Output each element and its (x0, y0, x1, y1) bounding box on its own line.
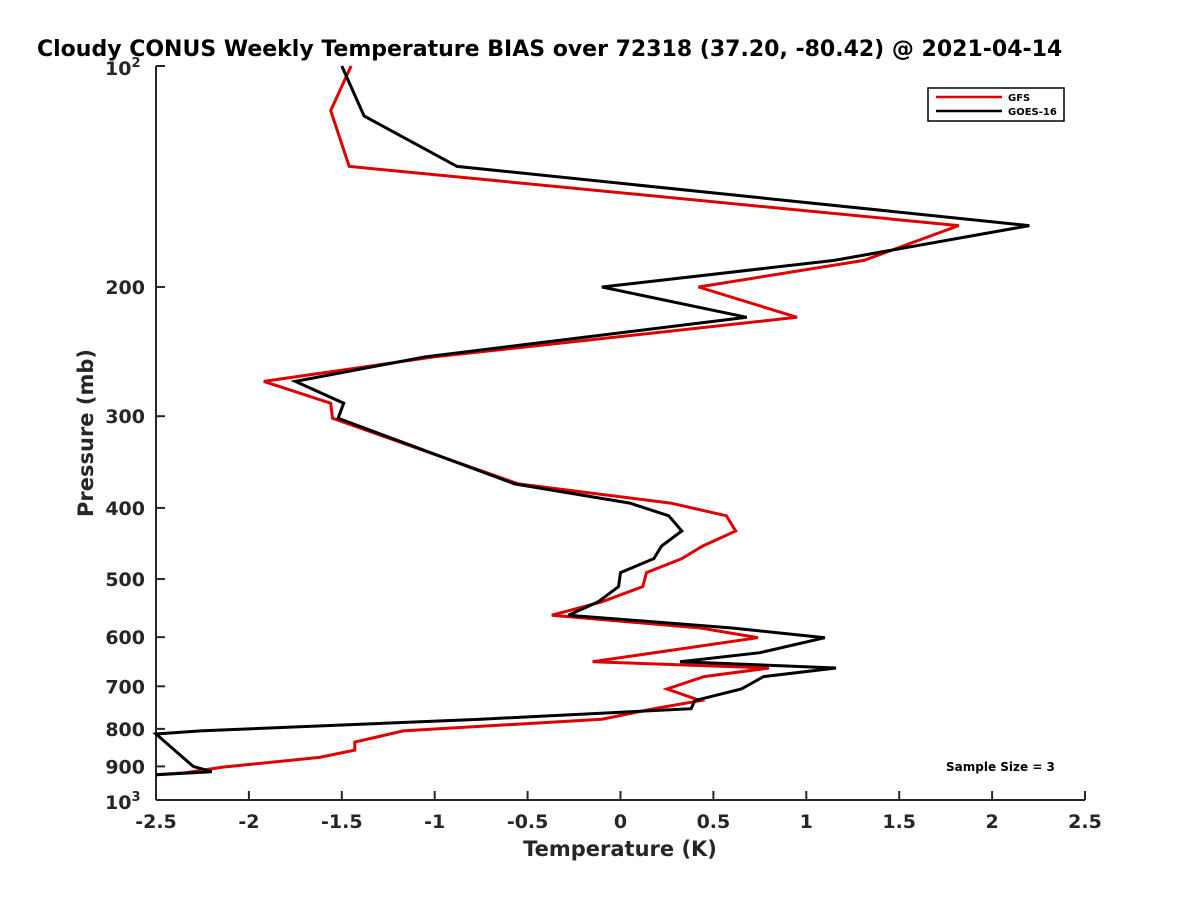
y-axis-label: Pressure (mb) (74, 349, 98, 517)
x-tick-label: -1.5 (321, 811, 363, 833)
y-top-label: 102 (105, 56, 141, 80)
x-tick-label: 0.5 (697, 811, 731, 833)
x-axis-label: Temperature (K) (523, 837, 717, 861)
y-tick-label: 500 (105, 569, 145, 591)
y-bottom-label: 103 (105, 790, 141, 814)
series-line-gfs (155, 65, 960, 777)
legend: GFS GOES-16 (927, 87, 1065, 122)
x-tick-label: 1.5 (882, 811, 916, 833)
legend-box (927, 87, 1065, 122)
series-layer (152, 65, 1030, 777)
x-axis-ticks: -2.5 -2 -1.5 -1 -0.5 0 0.5 1 1.5 2 2.5 (135, 791, 1102, 833)
y-tick-label: 300 (105, 406, 145, 428)
series-line-goes-16 (152, 65, 1030, 777)
y-tick-label: 200 (105, 277, 145, 299)
x-tick-label: -2 (238, 811, 259, 833)
x-tick-label: -1 (424, 811, 445, 833)
x-tick-label: 1 (800, 811, 813, 833)
legend-label-gfs: GFS (1008, 93, 1030, 104)
x-tick-label: -2.5 (135, 811, 177, 833)
y-tick-label: 400 (105, 498, 145, 520)
y-tick-label: 700 (105, 676, 145, 698)
x-tick-label: 2.5 (1068, 811, 1102, 833)
y-axis-ticks: 200 300 400 500 600 700 800 900 (105, 65, 165, 801)
x-tick-label: 0 (614, 811, 627, 833)
chart-title: Cloudy CONUS Weekly Temperature BIAS ove… (37, 37, 1062, 62)
y-tick-label: 800 (105, 719, 145, 741)
x-tick-label: 2 (985, 811, 998, 833)
y-tick-label: 600 (105, 627, 145, 649)
y-tick-label: 900 (105, 756, 145, 778)
legend-label-goes16: GOES-16 (1008, 107, 1057, 118)
sample-size-annotation: Sample Size = 3 (946, 760, 1055, 774)
x-tick-label: -0.5 (507, 811, 549, 833)
